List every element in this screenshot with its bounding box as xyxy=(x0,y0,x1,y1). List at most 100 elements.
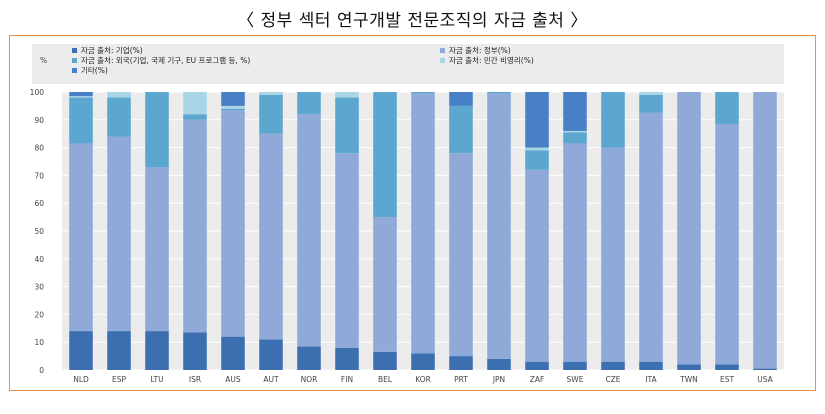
bar-aus-series-0 xyxy=(221,336,245,370)
y-axis: 0 10 20 30 40 50 60 70 80 90 100 xyxy=(30,88,45,375)
bar-kor-series-2 xyxy=(411,92,435,94)
bar-bel-series-2 xyxy=(373,92,397,218)
x-tick-label-ltu: LTU xyxy=(150,375,163,384)
bar-aus-series-2 xyxy=(221,108,245,111)
bar-kor-series-0 xyxy=(411,353,435,370)
y-tick-label-30: 30 xyxy=(34,283,44,292)
y-tick-label-80: 80 xyxy=(34,144,44,153)
bar-fin-series-1 xyxy=(335,153,359,348)
bar-zaf-series-4 xyxy=(525,92,549,148)
x-tick-label-aus: AUS xyxy=(225,375,241,384)
bar-nor-series-2 xyxy=(297,92,321,115)
x-tick-label-est: EST xyxy=(720,375,734,384)
bar-fin-series-3 xyxy=(335,92,359,98)
bar-aut-series-1 xyxy=(259,133,283,340)
x-tick-label-cze: CZE xyxy=(605,375,620,384)
y-tick-label-60: 60 xyxy=(34,199,44,208)
bar-twn-series-0 xyxy=(677,364,701,370)
bar-aut-series-0 xyxy=(259,339,283,370)
bar-jpn-series-2 xyxy=(487,92,511,94)
bar-isr-series-0 xyxy=(183,332,207,370)
bar-swe-series-0 xyxy=(563,361,587,370)
y-tick-label-10: 10 xyxy=(34,338,44,347)
legend-label-4: 기타(%) xyxy=(81,66,108,75)
x-tick-label-esp: ESP xyxy=(112,375,126,384)
legend-swatch-0 xyxy=(72,48,77,53)
bar-zaf-series-2 xyxy=(525,150,549,170)
bar-nld-series-3 xyxy=(69,96,93,98)
bar-jpn-series-0 xyxy=(487,358,511,370)
bar-zaf-series-3 xyxy=(525,147,549,151)
bar-esp-series-0 xyxy=(107,331,131,370)
bar-jpn-series-1 xyxy=(487,93,511,359)
bar-usa-series-0 xyxy=(753,368,777,370)
bar-aut-series-2 xyxy=(259,94,283,134)
bar-ltu-series-1 xyxy=(145,167,169,332)
bar-aus-series-4 xyxy=(221,92,245,106)
bar-fin-series-0 xyxy=(335,347,359,370)
bar-cze-series-0 xyxy=(601,361,625,370)
bar-nld-series-2 xyxy=(69,97,93,144)
x-tick-label-kor: KOR xyxy=(415,375,431,384)
bar-ltu-series-0 xyxy=(145,331,169,370)
bar-nor-series-1 xyxy=(297,114,321,347)
bar-aus-series-1 xyxy=(221,110,245,337)
bar-prt-series-2 xyxy=(449,105,473,154)
y-tick-label-50: 50 xyxy=(34,227,44,236)
bar-prt-series-4 xyxy=(449,92,473,106)
x-axis: NLD ESP LTU ISR AUS AUT NOR FIN BEL KOR PRT JPN ZAF S… xyxy=(73,375,773,384)
bar-zaf-series-0 xyxy=(525,361,549,370)
legend-label-0: 자금 출처: 기업(%) xyxy=(81,45,143,55)
bar-esp-series-1 xyxy=(107,136,131,332)
y-tick-label-90: 90 xyxy=(34,116,44,125)
bar-aus-series-3 xyxy=(221,105,245,109)
bar-swe-series-2 xyxy=(563,132,587,144)
legend-label-2: 자금 출처: 외국(기업, 국제 기구, EU 프로그램 등, %) xyxy=(81,55,250,65)
chart-frame xyxy=(9,35,816,391)
chart-legend: 자금 출처: 기업(%) 자금 출처: 정부(%) 자금 출처: 외국(기업, 국제… xyxy=(72,45,534,75)
bar-est-series-1 xyxy=(715,123,739,365)
legend-swatch-2 xyxy=(72,58,77,63)
x-tick-label-ita: ITA xyxy=(645,375,657,384)
bar-prt-series-0 xyxy=(449,356,473,370)
legend-band xyxy=(32,44,784,84)
page-title: 〈 정부 섹터 연구개발 전문조직의 자금 출처 〉 xyxy=(237,11,588,31)
y-tick-label-0: 0 xyxy=(39,366,44,375)
bar-isr-series-3 xyxy=(183,92,207,115)
x-tick-label-aut: AUT xyxy=(263,375,279,384)
bar-esp-series-3 xyxy=(107,92,131,98)
x-tick-label-usa: USA xyxy=(757,375,773,384)
bar-isr-series-2 xyxy=(183,114,207,120)
bar-nld-series-1 xyxy=(69,143,93,332)
bar-ltu-series-2 xyxy=(145,92,169,168)
y-tick-label-20: 20 xyxy=(34,310,44,319)
bar-aut-series-3 xyxy=(259,92,283,95)
bar-swe-series-1 xyxy=(563,143,587,362)
y-tick-label-70: 70 xyxy=(34,171,44,180)
x-tick-label-twn: TWN xyxy=(679,375,698,384)
x-tick-label-nor: NOR xyxy=(301,375,318,384)
bar-bel-series-1 xyxy=(373,217,397,352)
bar-zaf-series-1 xyxy=(525,169,549,362)
bar-kor-series-1 xyxy=(411,93,435,354)
bar-est-series-2 xyxy=(715,92,739,124)
x-tick-label-jpn: JPN xyxy=(492,375,505,384)
legend-swatch-3 xyxy=(440,58,445,63)
bar-usa-series-1 xyxy=(753,92,777,369)
bar-ita-series-3 xyxy=(639,92,663,95)
bar-ita-series-1 xyxy=(639,112,663,362)
bar-isr-series-1 xyxy=(183,119,207,333)
bar-nld-series-4 xyxy=(69,92,93,97)
x-tick-label-nld: NLD xyxy=(73,375,89,384)
y-tick-label-100: 100 xyxy=(30,88,45,97)
legend-label-3: 자금 출처: 민간 비영리(%) xyxy=(449,55,534,65)
legend-swatch-1 xyxy=(440,48,445,53)
bar-esp-series-2 xyxy=(107,97,131,137)
bar-ita-series-0 xyxy=(639,361,663,370)
legend-label-1: 자금 출처: 정부(%) xyxy=(449,45,511,55)
bar-swe-series-4 xyxy=(563,92,587,131)
x-tick-label-swe: SWE xyxy=(567,375,584,384)
bar-cze-series-1 xyxy=(601,147,625,362)
bar-cze-series-2 xyxy=(601,92,625,148)
